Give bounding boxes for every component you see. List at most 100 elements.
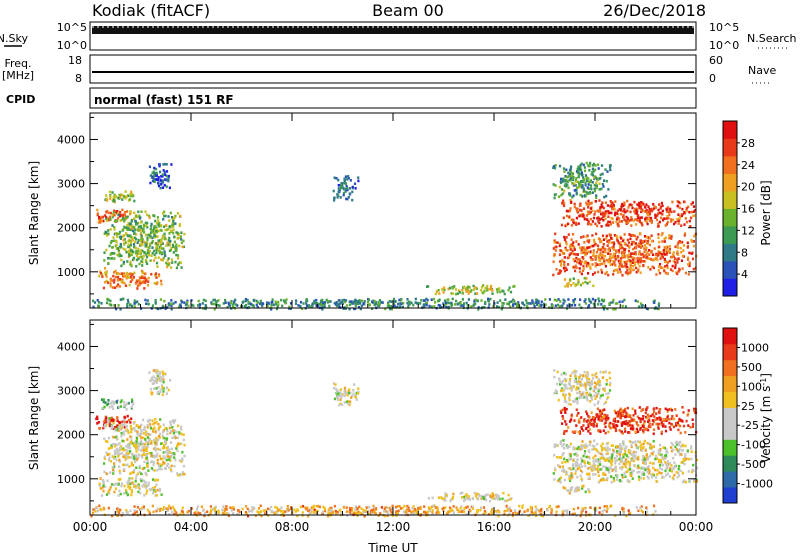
power-cell	[299, 305, 301, 308]
velocity-cell	[398, 510, 400, 513]
power-cell	[610, 200, 612, 203]
power-cell	[620, 208, 622, 211]
power-cell	[587, 282, 589, 285]
power-cell	[150, 273, 152, 276]
velocity-cell	[233, 508, 235, 511]
power-cell	[601, 271, 603, 274]
power-cell	[623, 265, 625, 268]
power-cell	[607, 216, 609, 219]
power-cell	[463, 302, 465, 305]
power-cell	[154, 235, 156, 238]
velocity-cell	[645, 427, 647, 430]
velocity-cell	[153, 461, 155, 464]
power-cell	[118, 273, 120, 276]
power-cell	[561, 224, 563, 227]
power-cell	[369, 303, 371, 306]
velocity-cell	[490, 511, 492, 514]
power-cell	[113, 211, 115, 214]
velocity-cell	[156, 494, 158, 497]
power-cell	[140, 227, 142, 230]
velocity-cell	[150, 442, 152, 445]
power-cell	[268, 302, 270, 305]
power-cell	[687, 258, 689, 261]
velocity-cell	[151, 377, 153, 380]
nsearch-tick-high: 10^5	[709, 21, 739, 34]
power-cell	[168, 237, 170, 240]
velocity-cell	[610, 505, 612, 508]
power-cell	[621, 205, 623, 208]
power-cell	[143, 228, 145, 231]
velocity-cell	[138, 444, 140, 447]
power-cell	[154, 282, 156, 285]
velocity-cell	[589, 506, 591, 509]
power-cell	[491, 292, 493, 295]
power-cell	[592, 168, 594, 171]
velocity-cell	[131, 471, 133, 474]
power-cell	[137, 241, 139, 244]
velocity-cell	[263, 509, 265, 512]
power-cell	[553, 253, 555, 256]
power-cell	[579, 173, 581, 176]
power-cell	[124, 214, 126, 217]
power-cell	[674, 246, 676, 249]
power-cell	[656, 219, 658, 222]
velocity-cell	[108, 507, 110, 510]
velocity-cell	[349, 511, 351, 514]
power-cell	[277, 301, 279, 304]
velocity-cell	[429, 510, 431, 513]
velocity-cell	[151, 467, 153, 470]
velocity-cell	[136, 440, 138, 443]
velocity-cell	[432, 509, 434, 512]
velocity-cell	[653, 445, 655, 448]
velocity-cell	[284, 511, 286, 514]
velocity-cell	[139, 426, 141, 429]
power-cell	[677, 246, 679, 249]
velocity-cell	[119, 470, 121, 473]
power-colorbar-swatch	[723, 174, 737, 192]
velocity-cell	[202, 509, 204, 512]
power-cell	[112, 275, 114, 278]
velocity-cell	[108, 406, 110, 409]
power-cell	[686, 221, 688, 224]
velocity-cell	[587, 425, 589, 428]
power-cell	[142, 281, 144, 284]
power-cell	[169, 225, 171, 228]
power-cell	[535, 301, 537, 304]
power-cell	[480, 299, 482, 302]
power-cell	[649, 210, 651, 213]
velocity-cell	[133, 427, 135, 430]
power-cell	[152, 172, 154, 175]
power-cell	[581, 252, 583, 255]
power-cell	[554, 241, 556, 244]
power-cell	[155, 276, 157, 279]
velocity-cell	[674, 408, 676, 411]
power-cell	[340, 196, 342, 199]
velocity-cell	[461, 492, 463, 495]
velocity-cell	[128, 465, 130, 468]
velocity-cell	[258, 507, 260, 510]
velocity-cell	[475, 495, 477, 498]
power-cell	[628, 267, 630, 270]
power-cell	[586, 247, 588, 250]
power-cell	[552, 274, 554, 277]
velocity-cell	[562, 415, 564, 418]
power-cell	[682, 267, 684, 270]
power-cell	[475, 299, 477, 302]
power-cell	[606, 170, 608, 173]
power-cell	[213, 303, 215, 306]
power-cell	[596, 251, 598, 254]
velocity-cell	[148, 371, 150, 374]
velocity-cell	[645, 506, 647, 509]
power-cell	[624, 233, 626, 236]
velocity-cell	[137, 473, 139, 476]
velocity-cell	[125, 445, 127, 448]
power-cell	[179, 215, 181, 218]
power-cell	[614, 269, 616, 272]
power-colorbar-swatch	[723, 191, 737, 209]
power-cell	[135, 282, 137, 285]
velocity-cell	[621, 508, 623, 511]
velocity-cell	[148, 482, 150, 485]
velocity-cell	[564, 510, 566, 513]
velocity-cell	[685, 481, 687, 484]
velocity-cell	[604, 505, 606, 508]
